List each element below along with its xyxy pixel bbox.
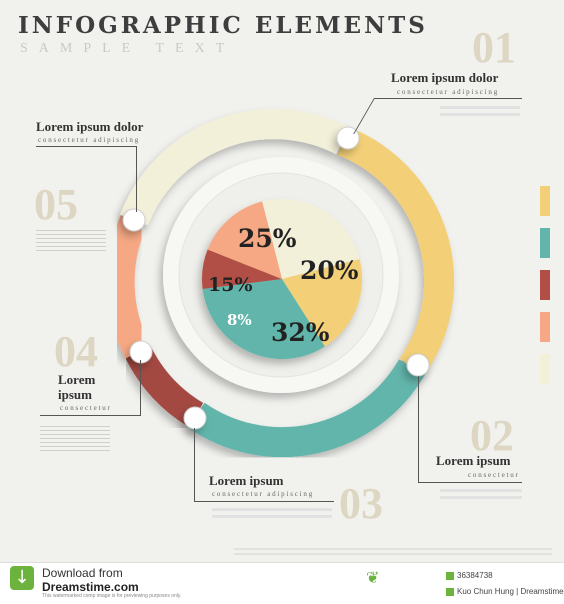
callout-03-sub: consectetur adipiscing — [212, 490, 314, 498]
callout-02-sub: consectetur — [468, 471, 520, 479]
footer-author: Kuo Chun Hung | Dreamstime.com — [457, 587, 564, 596]
legend-swatch-cream — [540, 354, 550, 384]
slice-label-8: 8% — [227, 311, 252, 329]
pie-slice-4 — [207, 201, 282, 279]
callout-01-sub: consectetur adipiscing — [397, 88, 499, 96]
id-icon — [446, 572, 454, 580]
callout-02-number: 02 — [470, 411, 514, 460]
footer-image-id: 36384738 — [457, 571, 493, 580]
legend-swatch-red — [540, 270, 550, 300]
legend-swatch-salmon — [540, 312, 550, 342]
infographic-ring — [106, 109, 455, 458]
author-icon — [446, 588, 454, 596]
callout-04-heading-2: ipsum — [58, 387, 92, 402]
callout-03-number: 03 — [339, 479, 383, 528]
callout-01-heading: Lorem ipsum dolor — [391, 70, 499, 85]
callout-02-heading: Lorem ipsum — [436, 453, 511, 468]
callout-03-heading: Lorem ipsum — [209, 473, 284, 488]
callout-01-number: 01 — [472, 23, 516, 72]
slice-label-32: 32% — [271, 318, 330, 347]
callout-05-sub: consectetur adipiscing — [38, 136, 140, 144]
slice-label-20: 20% — [300, 256, 359, 285]
leaf-logo-icon: ❦ — [366, 568, 380, 587]
ring-segment-01 — [337, 127, 455, 376]
pie-slice-3 — [202, 249, 282, 290]
footer-bar — [0, 562, 564, 604]
footer-disclaimer: This watermarked comp image is for previ… — [42, 593, 182, 599]
legend-swatch-teal — [540, 228, 550, 258]
page-title: INFOGRAPHIC ELEMENTS — [18, 12, 428, 39]
knob-05 — [122, 208, 146, 232]
ring-segment-05 — [120, 109, 350, 226]
pie-slice-0 — [262, 198, 360, 279]
slice-label-25: 25% — [238, 224, 297, 253]
knob-03 — [183, 406, 207, 430]
callout-05-number: 05 — [34, 180, 78, 229]
footer-site[interactable]: Dreamstime.com — [42, 580, 139, 594]
pie-slice-2 — [202, 279, 325, 359]
legend-swatch-yellow — [540, 186, 550, 216]
page-subtitle: SAMPLE TEXT — [20, 41, 236, 56]
footer-download-from: Download from — [42, 566, 123, 580]
pie-slice-1 — [282, 259, 362, 347]
callout-04-number: 04 — [54, 327, 98, 376]
slice-label-15: 15% — [208, 274, 253, 296]
knob-02 — [406, 353, 430, 377]
callout-04-sub: consectetur — [60, 404, 112, 412]
download-icon: ↓ — [10, 566, 34, 590]
knob-04 — [129, 340, 153, 364]
callout-05-heading: Lorem ipsum dolor — [36, 119, 144, 134]
ring-segment-02 — [187, 359, 425, 458]
ring-segment-04 — [106, 214, 151, 359]
callout-04-heading-1: Lorem — [58, 372, 96, 387]
